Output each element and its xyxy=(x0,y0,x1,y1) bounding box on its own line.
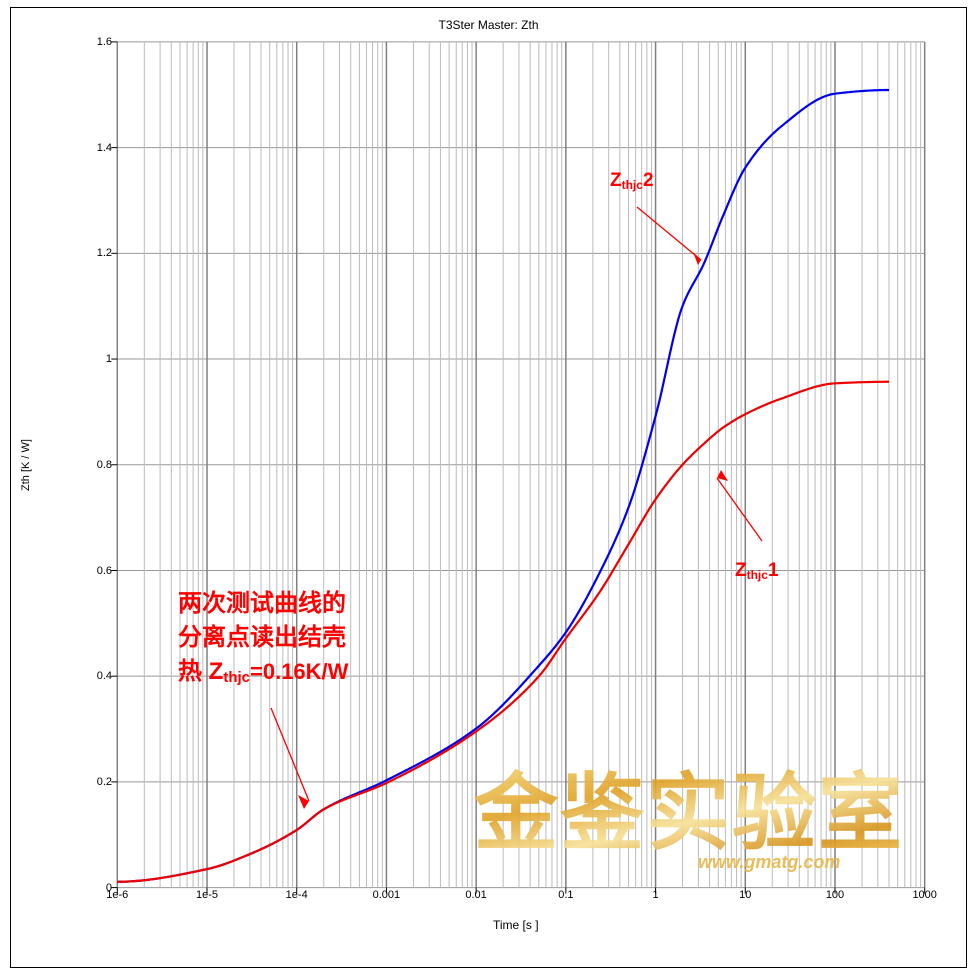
svg-text:分离点读出结壳: 分离点读出结壳 xyxy=(178,623,346,651)
svg-text:两次测试曲线的: 两次测试曲线的 xyxy=(178,589,346,617)
svg-text:金鉴实验室: 金鉴实验室 xyxy=(474,766,904,860)
svg-text:Zthjc2: Zthjc2 xyxy=(610,170,654,192)
svg-text:Zthjc1: Zthjc1 xyxy=(735,560,779,582)
svg-text:www.gmatg.com: www.gmatg.com xyxy=(698,852,840,872)
svg-text:热 Zthjc=0.16K/W: 热 Zthjc=0.16K/W xyxy=(178,658,349,686)
